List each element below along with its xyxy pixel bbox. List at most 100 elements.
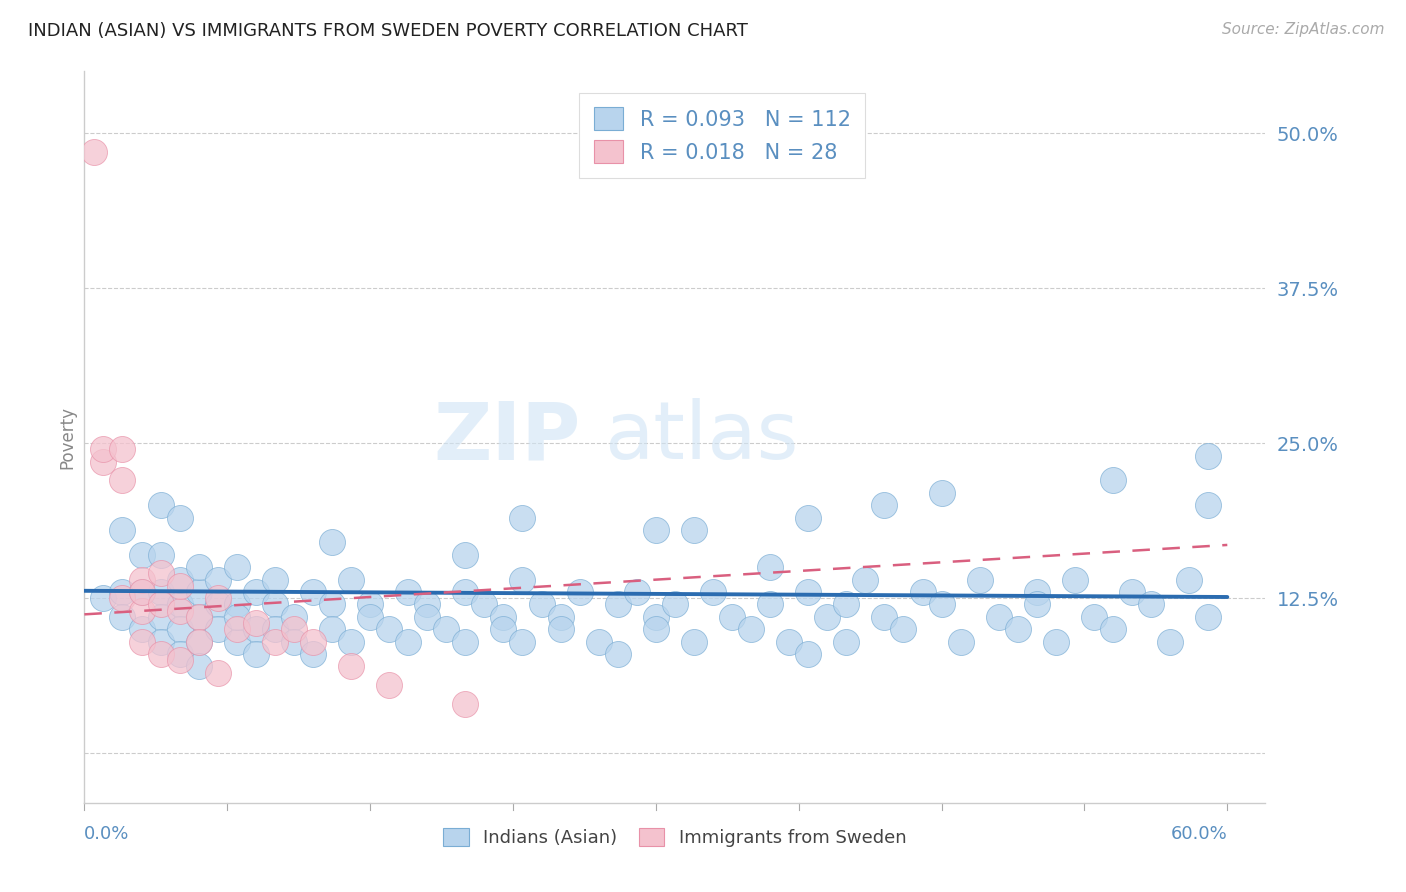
Point [149, 585, 172, 599]
Point [683, 523, 706, 537]
Point [225, 598, 247, 612]
Point [187, 560, 209, 574]
Point [225, 622, 247, 636]
Text: Source: ZipAtlas.com: Source: ZipAtlas.com [1222, 22, 1385, 37]
Point [169, 573, 191, 587]
Point [149, 634, 172, 648]
Point [1045, 634, 1067, 648]
Point [644, 622, 666, 636]
Point [207, 665, 229, 680]
Point [1083, 610, 1105, 624]
Point [721, 610, 744, 624]
Point [530, 598, 553, 612]
Point [434, 622, 457, 636]
Point [550, 622, 572, 636]
Point [207, 598, 229, 612]
Point [207, 591, 229, 606]
Point [225, 560, 247, 574]
Point [111, 442, 134, 457]
Point [702, 585, 724, 599]
Point [131, 622, 153, 636]
Point [111, 610, 134, 624]
Point [321, 622, 343, 636]
Point [93, 455, 115, 469]
Text: atlas: atlas [605, 398, 799, 476]
Point [340, 634, 363, 648]
Point [149, 598, 172, 612]
Point [187, 610, 209, 624]
Point [131, 634, 153, 648]
Point [359, 610, 381, 624]
Point [207, 573, 229, 587]
Point [169, 579, 191, 593]
Legend: Indians (Asian), Immigrants from Sweden: Indians (Asian), Immigrants from Sweden [434, 819, 915, 856]
Point [263, 634, 285, 648]
Point [1197, 449, 1219, 463]
Point [187, 634, 209, 648]
Point [245, 585, 267, 599]
Point [1064, 573, 1087, 587]
Point [588, 634, 610, 648]
Point [644, 523, 666, 537]
Point [1140, 598, 1163, 612]
Point [1178, 573, 1201, 587]
Point [740, 622, 762, 636]
Point [169, 647, 191, 661]
Point [187, 659, 209, 673]
Point [873, 498, 896, 512]
Point [949, 634, 972, 648]
Point [454, 548, 477, 562]
Point [187, 634, 209, 648]
Point [302, 647, 325, 661]
Point [987, 610, 1010, 624]
Point [187, 585, 209, 599]
Point [873, 610, 896, 624]
Text: 0.0%: 0.0% [84, 825, 129, 843]
Point [931, 598, 953, 612]
Point [396, 634, 419, 648]
Point [187, 610, 209, 624]
Point [606, 647, 628, 661]
Point [1121, 585, 1143, 599]
Point [149, 647, 172, 661]
Point [83, 145, 105, 159]
Point [512, 634, 534, 648]
Point [416, 598, 439, 612]
Point [1197, 610, 1219, 624]
Point [893, 622, 915, 636]
Point [378, 622, 401, 636]
Point [149, 566, 172, 581]
Point [683, 634, 706, 648]
Point [359, 598, 381, 612]
Point [454, 585, 477, 599]
Point [321, 535, 343, 549]
Point [321, 598, 343, 612]
Point [759, 598, 782, 612]
Point [1159, 634, 1181, 648]
Point [93, 442, 115, 457]
Point [207, 622, 229, 636]
Point [378, 678, 401, 692]
Point [263, 598, 285, 612]
Point [131, 548, 153, 562]
Point [797, 510, 820, 524]
Point [606, 598, 628, 612]
Text: 60.0%: 60.0% [1171, 825, 1227, 843]
Point [225, 634, 247, 648]
Point [111, 474, 134, 488]
Point [396, 585, 419, 599]
Point [245, 615, 267, 630]
Point [283, 634, 305, 648]
Point [1102, 474, 1125, 488]
Point [1197, 498, 1219, 512]
Point [1007, 622, 1029, 636]
Point [340, 573, 363, 587]
Point [911, 585, 934, 599]
Point [111, 591, 134, 606]
Point [93, 591, 115, 606]
Point [111, 585, 134, 599]
Point [931, 486, 953, 500]
Point [131, 604, 153, 618]
Point [302, 585, 325, 599]
Point [131, 573, 153, 587]
